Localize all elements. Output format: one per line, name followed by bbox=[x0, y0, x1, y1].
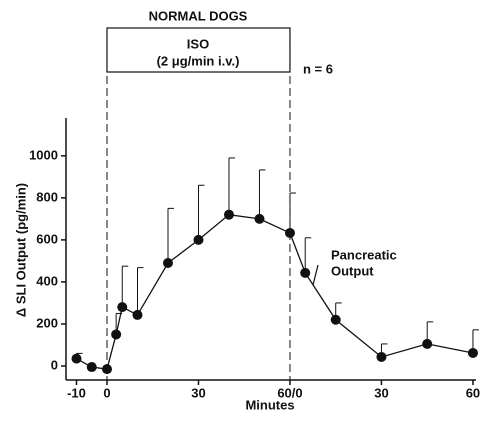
y-tick-label: 0 bbox=[51, 357, 58, 372]
point bbox=[117, 302, 128, 313]
point bbox=[101, 364, 112, 375]
y-tick-label: 400 bbox=[36, 273, 58, 288]
box-subtitle: (2 μg/min i.v.) bbox=[157, 53, 240, 68]
sample-size: n = 6 bbox=[303, 61, 333, 76]
point bbox=[422, 338, 433, 349]
point bbox=[300, 267, 311, 278]
point bbox=[86, 362, 97, 373]
y-tick-label: 1000 bbox=[29, 147, 58, 162]
point bbox=[254, 213, 265, 224]
point bbox=[467, 347, 478, 358]
point bbox=[132, 309, 143, 320]
x-tick-label: 60/0 bbox=[277, 385, 302, 400]
x-tick-label: 60 bbox=[466, 385, 480, 400]
point bbox=[284, 227, 295, 238]
point bbox=[223, 209, 234, 220]
point bbox=[376, 351, 387, 362]
annotation-leader bbox=[312, 264, 319, 286]
y-tick-label: 200 bbox=[36, 315, 58, 330]
x-tick-label: 30 bbox=[374, 385, 388, 400]
point bbox=[193, 234, 204, 245]
x-tick-label: -10 bbox=[67, 385, 86, 400]
infusion-box bbox=[106, 27, 291, 73]
point bbox=[111, 329, 122, 340]
box-title: ISO bbox=[187, 36, 209, 51]
x-axis-label: Minutes bbox=[245, 397, 294, 412]
x-tick-label: 30 bbox=[191, 385, 205, 400]
y-axis-label: Δ SLI Output (pg/min) bbox=[13, 183, 28, 317]
point bbox=[162, 258, 173, 269]
x-tick-label: 0 bbox=[103, 385, 110, 400]
annotation: Output bbox=[331, 263, 374, 278]
y-tick-label: 600 bbox=[36, 231, 58, 246]
line bbox=[76, 213, 474, 370]
annotation: Pancreatic bbox=[331, 247, 397, 262]
header: NORMAL DOGS bbox=[149, 8, 248, 23]
point bbox=[71, 353, 82, 364]
y-tick-label: 800 bbox=[36, 189, 58, 204]
point bbox=[330, 314, 341, 325]
